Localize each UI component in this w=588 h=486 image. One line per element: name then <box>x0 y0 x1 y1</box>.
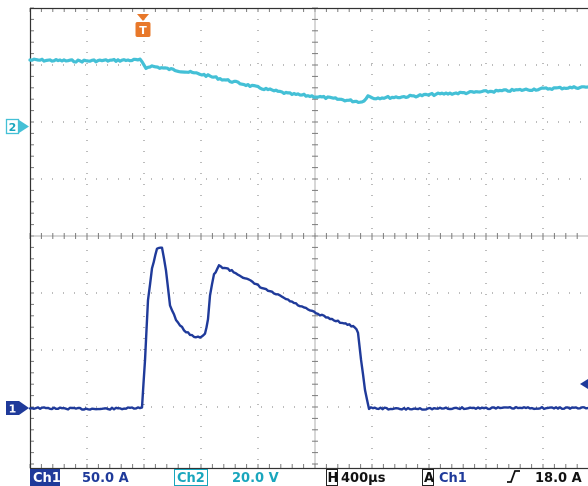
horizontal-label: H <box>328 471 339 486</box>
ch2-waveform <box>28 57 588 105</box>
trigger-source: Ch1 <box>439 471 467 486</box>
arrow-left-icon <box>580 379 588 389</box>
ch1-marker-label: 1 <box>9 403 17 416</box>
ch1-waveform <box>28 246 588 411</box>
ch2-label: Ch2 <box>177 471 205 486</box>
status-bar: Ch1 50.0 A Ch2 20.0 V H 400µs A Ch1 18.0… <box>30 469 582 486</box>
graticule <box>29 7 588 468</box>
trigger-marker-icon <box>137 14 149 21</box>
acquisition-label: A <box>424 471 434 486</box>
trigger-position-marker: T <box>135 14 151 37</box>
rising-edge-icon <box>507 470 520 483</box>
trigger-marker-label: T <box>139 24 147 37</box>
trigger-marker-box <box>135 22 151 37</box>
horizontal-scale: 400µs <box>341 471 386 486</box>
ch2-scale: 20.0 V <box>232 471 279 486</box>
ch1-label: Ch1 <box>33 471 61 486</box>
trigger-level: 18.0 A <box>535 471 582 486</box>
ch1-reference-marker: 1 <box>6 401 29 416</box>
ch1-scale: 50.0 A <box>82 471 129 486</box>
ch2-reference-marker: 2 <box>5 118 29 135</box>
ch1-badge <box>30 469 60 486</box>
ch2-marker-label: 2 <box>9 121 17 134</box>
graticule-border <box>29 7 588 470</box>
